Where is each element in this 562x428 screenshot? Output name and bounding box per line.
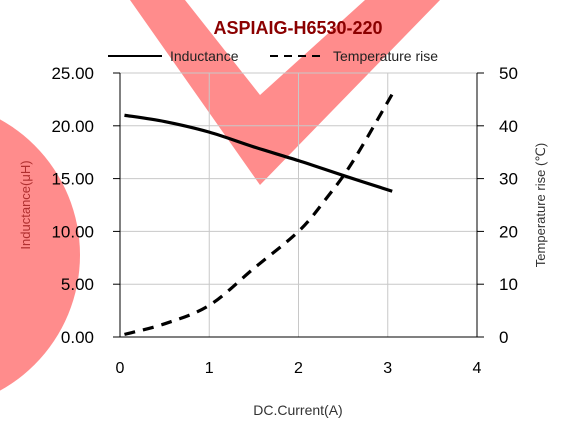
chart-series (124, 93, 394, 336)
y-right-tick-label: 30 (499, 170, 518, 189)
y-left-tick-label: 20.00 (51, 117, 94, 136)
y-axis-right-label: Temperature rise (℃) (533, 143, 548, 267)
chart-legend: Inductance Temperature rise (108, 48, 438, 64)
series-line-inductance (124, 113, 393, 193)
chart-grid (119, 72, 478, 338)
y-right-tick-label: 50 (499, 64, 518, 83)
y-left-tick-label: 0.00 (61, 328, 94, 347)
x-tick-label: 0 (116, 360, 125, 377)
y-left-tick-label: 10.00 (51, 222, 94, 241)
y-left-tick-label: 15.00 (51, 170, 94, 189)
x-tick-label: 4 (473, 360, 482, 377)
y-right-tick-label: 0 (499, 328, 508, 347)
chart-axes: 0 1 2 3 4 0.00 0 5.00 10 10.00 20 15.00 30 20.00 40 25.… (51, 64, 517, 377)
y-axis-left-label: Inductance(μH) (18, 160, 33, 249)
legend-label-temperature-rise: Temperature rise (333, 48, 438, 64)
series-line-temperature-rise (124, 93, 394, 336)
red-circle (0, 119, 80, 391)
y-right-tick-label: 40 (499, 117, 518, 136)
x-tick-label: 2 (294, 360, 303, 377)
y-right-tick-label: 20 (499, 222, 518, 241)
y-right-tick-label: 10 (499, 275, 518, 294)
x-tick-label: 1 (205, 360, 214, 377)
y-left-tick-label: 25.00 (51, 64, 94, 83)
chart-title: ASPIAIG-H6530-220 (213, 18, 382, 38)
x-tick-label: 3 (383, 360, 392, 377)
decorative-overlay (0, 0, 440, 391)
y-left-tick-label: 5.00 (61, 275, 94, 294)
x-axis-label: DC.Current(A) (253, 402, 342, 418)
legend-label-inductance: Inductance (170, 48, 239, 64)
red-v-shape (130, 0, 440, 185)
